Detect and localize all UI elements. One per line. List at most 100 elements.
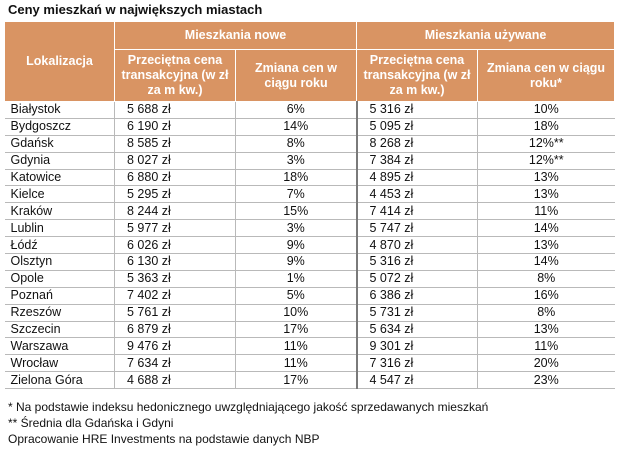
used-price-cell: 7 384 zł [355, 152, 478, 170]
table-row: Kraków 8 244 zł 15% 7 414 zł 11% [4, 202, 615, 221]
new-price-cell: 4 688 zł [114, 371, 236, 390]
new-price-cell: 6 879 zł [114, 321, 236, 339]
new-price-cell: 5 977 zł [114, 219, 236, 238]
table-row: Kielce 5 295 zł 7% 4 453 zł 13% [4, 185, 615, 204]
table-row: Warszawa 9 476 zł 11% 9 301 zł 11% [4, 337, 615, 356]
table-row: Zielona Góra 4 688 zł 17% 4 547 zł 23% [4, 371, 615, 390]
footnote-hedonic: * Na podstawie indeksu hedonicznego uwzg… [8, 400, 489, 414]
city-cell: Bydgoszcz [4, 118, 115, 136]
header-used-change: Zmiana cen w ciągu roku* [476, 49, 616, 102]
new-price-cell: 8 585 zł [114, 135, 236, 153]
used-change-cell: 14% [476, 219, 615, 238]
city-cell: Gdańsk [4, 135, 115, 153]
new-change-cell: 15% [235, 202, 357, 221]
header-used-price: Przeciętna cena transakcyjna (w zł za m … [356, 49, 478, 102]
new-price-cell: 5 761 zł [114, 304, 236, 322]
header-group-used: Mieszkania używane [355, 21, 616, 50]
used-price-cell: 5 316 zł [355, 101, 478, 119]
new-price-cell: 5 688 zł [114, 101, 236, 119]
used-price-cell: 5 316 zł [355, 253, 478, 271]
new-change-cell: 5% [235, 287, 357, 305]
city-cell: Białystok [4, 101, 115, 119]
table-title: Ceny mieszkań w największych miastach [8, 2, 263, 17]
table-row: Łódź 6 026 zł 9% 4 870 zł 13% [4, 236, 615, 255]
used-change-cell: 11% [476, 337, 615, 356]
new-change-cell: 11% [235, 354, 357, 373]
city-cell: Rzeszów [4, 304, 115, 322]
city-cell: Olsztyn [4, 253, 115, 271]
table-row: Katowice 6 880 zł 18% 4 895 zł 13% [4, 169, 615, 187]
new-price-cell: 7 402 zł [114, 287, 236, 305]
table-row: Gdynia 8 027 zł 3% 7 384 zł 12%** [4, 152, 615, 170]
table-row: Rzeszów 5 761 zł 10% 5 731 zł 8% [4, 304, 615, 322]
new-price-cell: 6 026 zł [114, 236, 236, 255]
price-table: Lokalizacja Mieszkania nowe Mieszkania u… [4, 21, 616, 390]
header-new-change: Zmiana cen w ciągu roku [235, 49, 357, 102]
city-cell: Szczecin [4, 321, 115, 339]
new-change-cell: 6% [235, 101, 357, 119]
new-price-cell: 6 130 zł [114, 253, 236, 271]
table-row: Lublin 5 977 zł 3% 5 747 zł 14% [4, 219, 615, 238]
footnote-source: Opracowanie HRE Investments na podstawie… [8, 432, 320, 446]
table-row: Opole 5 363 zł 1% 5 072 zł 8% [4, 270, 615, 288]
used-price-cell: 9 301 zł [355, 337, 478, 356]
city-cell: Kraków [4, 202, 115, 221]
used-price-cell: 4 547 zł [355, 371, 478, 390]
new-price-cell: 5 295 zł [114, 185, 236, 204]
used-change-cell: 13% [476, 321, 615, 339]
used-price-cell: 7 414 zł [355, 202, 478, 221]
new-change-cell: 18% [235, 169, 357, 187]
used-price-cell: 4 870 zł [355, 236, 478, 255]
used-change-cell: 16% [476, 287, 615, 305]
used-price-cell: 4 453 zł [355, 185, 478, 204]
table-row: Bydgoszcz 6 190 zł 14% 5 095 zł 18% [4, 118, 615, 136]
used-change-cell: 13% [476, 185, 615, 204]
new-price-cell: 6 880 zł [114, 169, 236, 187]
used-price-cell: 8 268 zł [355, 135, 478, 153]
table-row: Poznań 7 402 zł 5% 6 386 zł 16% [4, 287, 615, 305]
header-new-price: Przeciętna cena transakcyjna (w zł za m … [114, 49, 236, 102]
used-change-cell: 13% [476, 169, 615, 187]
footnote-average: ** Średnia dla Gdańska i Gdyni [8, 416, 174, 430]
city-cell: Katowice [4, 169, 115, 187]
new-change-cell: 7% [235, 185, 357, 204]
new-change-cell: 8% [235, 135, 357, 153]
used-change-cell: 18% [476, 118, 615, 136]
used-price-cell: 4 895 zł [355, 169, 478, 187]
new-change-cell: 14% [235, 118, 357, 136]
footnotes: * Na podstawie indeksu hedonicznego uwzg… [8, 399, 488, 447]
used-price-cell: 7 316 zł [355, 354, 478, 373]
new-price-cell: 7 634 zł [114, 354, 236, 373]
city-cell: Poznań [4, 287, 115, 305]
used-price-cell: 5 095 zł [355, 118, 478, 136]
new-change-cell: 17% [235, 371, 357, 390]
city-cell: Warszawa [4, 337, 115, 356]
table-body: Białystok 5 688 zł 6% 5 316 zł 10% Bydgoszcz 6… [4, 101, 615, 390]
used-change-cell: 14% [476, 253, 615, 271]
table-row: Szczecin 6 879 zł 17% 5 634 zł 13% [4, 321, 615, 339]
used-price-cell: 5 072 zł [355, 270, 478, 288]
new-change-cell: 9% [235, 253, 357, 271]
used-price-cell: 5 747 zł [355, 219, 478, 238]
new-price-cell: 6 190 zł [114, 118, 236, 136]
table-row: Olsztyn 6 130 zł 9% 5 316 zł 14% [4, 253, 615, 271]
new-change-cell: 10% [235, 304, 357, 322]
used-price-cell: 5 731 zł [355, 304, 478, 322]
table-row: Wrocław 7 634 zł 11% 7 316 zł 20% [4, 354, 615, 373]
new-price-cell: 5 363 zł [114, 270, 236, 288]
header-location: Lokalizacja [4, 21, 115, 102]
city-cell: Kielce [4, 185, 115, 204]
new-change-cell: 3% [235, 152, 357, 170]
table-header: Lokalizacja Mieszkania nowe Mieszkania u… [4, 21, 616, 102]
used-change-cell: 12%** [476, 135, 615, 153]
used-change-cell: 8% [476, 304, 615, 322]
used-change-cell: 13% [476, 236, 615, 255]
used-change-cell: 10% [476, 101, 615, 119]
used-price-cell: 6 386 zł [355, 287, 478, 305]
city-cell: Gdynia [4, 152, 115, 170]
table-row: Gdańsk 8 585 zł 8% 8 268 zł 12%** [4, 135, 615, 153]
city-cell: Lublin [4, 219, 115, 238]
city-cell: Łódź [4, 236, 115, 255]
city-cell: Opole [4, 270, 115, 288]
table-row: Białystok 5 688 zł 6% 5 316 zł 10% [4, 101, 615, 119]
